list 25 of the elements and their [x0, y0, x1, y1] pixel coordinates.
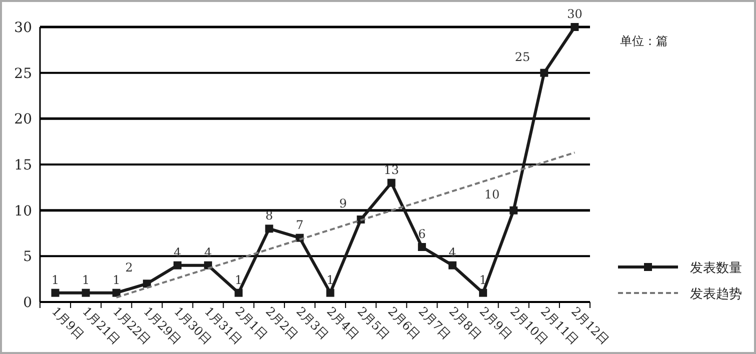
data-label: 7 [296, 218, 304, 232]
data-label: 1 [326, 272, 334, 287]
y-tick-label: 30 [14, 20, 32, 36]
y-tick-label: 25 [14, 66, 32, 82]
data-label: 13 [384, 162, 400, 177]
data-label: 1 [112, 272, 120, 287]
y-tick-label: 5 [23, 249, 32, 266]
y-tick-label: 20 [14, 112, 32, 128]
y-tick-label: 0 [23, 295, 32, 311]
data-label: 1 [479, 272, 487, 287]
data-label: 8 [265, 208, 273, 223]
data-label: 25 [514, 50, 530, 64]
legend-label: 发表趋势 [690, 287, 742, 302]
data-label: 9 [339, 196, 347, 210]
data-label: 1 [51, 272, 60, 287]
data-label: 1 [82, 272, 90, 287]
y-tick-label: 10 [14, 203, 32, 220]
data-label: 1 [234, 272, 242, 287]
y-tick-label: 15 [14, 158, 32, 174]
data-label: 2 [125, 260, 133, 275]
data-label: 6 [418, 227, 426, 241]
annotation: 单位：篇 [620, 34, 668, 48]
data-label: 30 [567, 7, 582, 21]
data-label: 10 [484, 187, 500, 202]
legend-label: 发表数量 [690, 261, 742, 276]
